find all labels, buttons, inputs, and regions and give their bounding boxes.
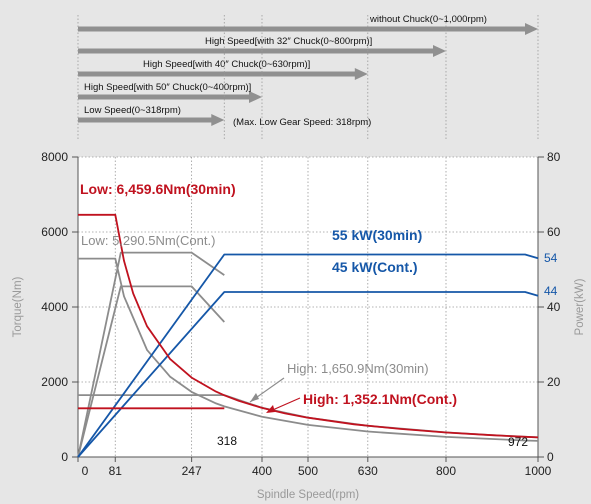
series-line bbox=[78, 213, 539, 439]
annotation-low-cont: Low: 5,290.5Nm(Cont.) bbox=[81, 233, 215, 248]
y-tick-label-left: 4000 bbox=[41, 300, 68, 314]
annotation-45kw: 45 kW(Cont.) bbox=[332, 259, 418, 275]
x-tick-label: 500 bbox=[298, 464, 318, 478]
annotation-high-30min: High: 1,650.9Nm(30min) bbox=[287, 361, 429, 376]
leader-arrowhead-high-30min bbox=[250, 393, 259, 402]
plot-area bbox=[78, 157, 538, 457]
y-axis-label-left: Torque(Nm) bbox=[12, 276, 24, 337]
annotation-318: 318 bbox=[217, 434, 237, 448]
speed-range-band bbox=[0, 0, 591, 140]
speed-range-arrowhead bbox=[354, 68, 368, 80]
y-tick-label-right: 60 bbox=[547, 225, 561, 239]
x-tick-label: 0 bbox=[82, 464, 89, 478]
speed-range-arrow bbox=[78, 71, 356, 77]
annotation-55kw: 55 kW(30min) bbox=[332, 227, 422, 243]
x-tick-label: 800 bbox=[436, 464, 456, 478]
x-tick-label: 400 bbox=[252, 464, 272, 478]
y-tick-label-left: 6000 bbox=[41, 225, 68, 239]
annotation-54: 54 bbox=[544, 251, 558, 265]
series-line bbox=[77, 285, 225, 458]
speed-range-arrowhead bbox=[525, 23, 538, 35]
annotation-44: 44 bbox=[544, 284, 558, 298]
speed-range-label: without Chuck(0~1,000rpm) bbox=[369, 14, 487, 25]
x-tick-label: 247 bbox=[182, 464, 202, 478]
series-line bbox=[77, 291, 539, 458]
y-tick-label-right: 40 bbox=[547, 300, 561, 314]
speed-range-arrow bbox=[78, 48, 434, 54]
speed-range-label: High Speed[with 50″ Chuck(0~400rpm)] bbox=[84, 82, 251, 93]
max-low-gear-note: (Max. Low Gear Speed: 318rpm) bbox=[233, 117, 371, 128]
y-tick-label-left: 0 bbox=[61, 450, 68, 464]
annotation-high-cont: High: 1,352.1Nm(Cont.) bbox=[303, 391, 457, 407]
y-axis-label-right: Power(kW) bbox=[574, 278, 586, 335]
speed-range-arrow bbox=[78, 117, 213, 123]
speed-range-label: High Speed[with 40″ Chuck(0~630rpm)] bbox=[143, 59, 310, 70]
speed-range-arrowhead bbox=[433, 45, 446, 57]
leader-arrowhead-high-cont bbox=[266, 405, 275, 413]
series-line bbox=[77, 253, 539, 458]
series-line bbox=[77, 251, 225, 458]
x-axis-label: Spindle Speed(rpm) bbox=[257, 489, 359, 501]
speed-range-arrowhead bbox=[211, 114, 225, 126]
y-tick-label-left: 2000 bbox=[41, 375, 68, 389]
y-tick-label-right: 0 bbox=[547, 450, 554, 464]
annotation-972: 972 bbox=[508, 435, 528, 449]
y-tick-label-right: 20 bbox=[547, 375, 561, 389]
x-tick-label: 81 bbox=[109, 464, 123, 478]
annotation-low-30min: Low: 6,459.6Nm(30min) bbox=[80, 181, 236, 197]
speed-range-arrow bbox=[78, 26, 526, 32]
y-tick-label-right: 80 bbox=[547, 150, 561, 164]
y-tick-label-left: 8000 bbox=[41, 150, 68, 164]
x-tick-label: 1000 bbox=[525, 464, 552, 478]
series-line bbox=[78, 257, 539, 442]
speed-range-label: High Speed[with 32″ Chuck(0~800rpm)] bbox=[205, 36, 372, 47]
x-tick-label: 630 bbox=[358, 464, 378, 478]
speed-range-label: Low Speed(0~318rpm) bbox=[84, 105, 181, 116]
speed-range-arrow bbox=[78, 94, 250, 100]
speed-range-arrowhead bbox=[249, 91, 262, 103]
